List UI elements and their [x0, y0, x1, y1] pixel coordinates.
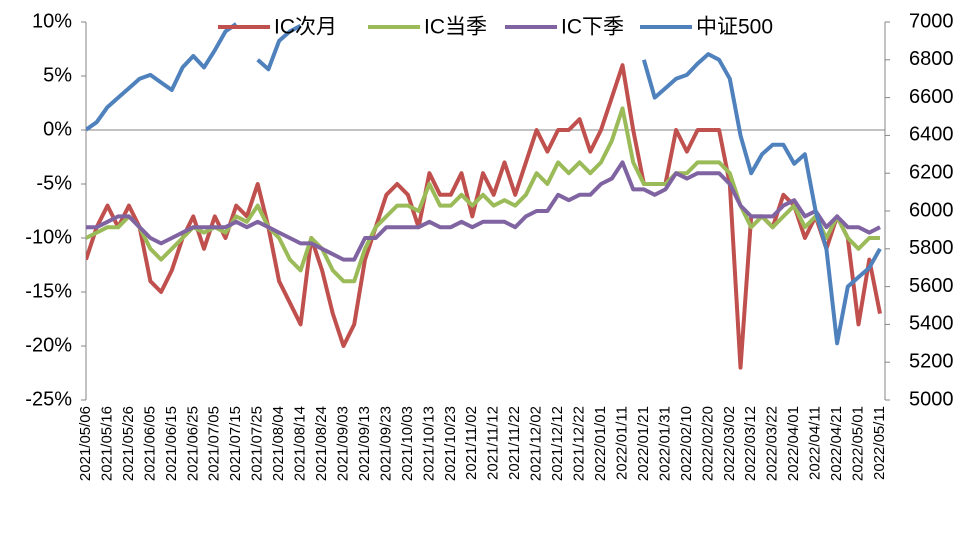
x-tick-label: 2022/04/01: [785, 406, 802, 481]
y2-tick-label: 6000: [909, 199, 954, 221]
series-line: [86, 63, 882, 370]
y-tick-label: 0%: [43, 118, 72, 140]
y2-tick-label: 6800: [909, 48, 954, 70]
y2-tick-label: 6400: [909, 124, 954, 146]
series-line: [86, 22, 238, 132]
x-tick-label: 2021/12/02: [528, 406, 545, 481]
legend-label: IC当季: [424, 16, 487, 39]
x-tick-label: 2021/08/04: [270, 406, 287, 481]
series-line: [86, 106, 880, 284]
x-tick-label: 2021/12/22: [571, 406, 588, 481]
x-tick-label: 2021/07/05: [206, 406, 223, 481]
x-tick-label: 2022/02/20: [699, 406, 716, 481]
x-tick-label: 2021/08/24: [313, 406, 330, 481]
x-tick-label: 2021/11/22: [506, 406, 523, 480]
y-tick-label: -5%: [36, 172, 72, 194]
x-tick-label: 2021/10/03: [399, 406, 416, 481]
x-tick-label: 2022/05/01: [850, 406, 867, 481]
x-tick-label: 2021/09/13: [356, 406, 373, 481]
x-tick-label: 2021/07/25: [249, 406, 266, 481]
x-tick-label: 2022/05/11: [871, 406, 888, 480]
series-line: [641, 52, 882, 346]
x-tick-label: 2022/04/11: [807, 406, 824, 480]
y2-tick-label: 6600: [909, 86, 954, 108]
x-tick-label: 2022/01/31: [656, 406, 673, 481]
x-tick-label: 2021/11/12: [485, 406, 502, 480]
x-tick-label: 2021/10/13: [420, 406, 437, 481]
y-tick-label: -10%: [25, 226, 72, 248]
y2-tick-label: 5000: [909, 388, 954, 410]
y2-tick-label: 5400: [909, 313, 954, 335]
x-tick-label: 2021/09/03: [334, 406, 351, 481]
x-tick-label: 2022/04/21: [828, 406, 845, 481]
y2-tick-label: 7000: [909, 10, 954, 32]
x-tick-label: 2021/05/06: [77, 406, 94, 481]
legend-label: IC次月: [274, 16, 337, 39]
y-tick-label: -25%: [25, 388, 72, 410]
x-tick-label: 2021/11/02: [463, 406, 480, 480]
y2-tick-label: 5800: [909, 237, 954, 259]
x-tick-label: 2021/06/05: [141, 406, 158, 481]
y-tick-label: 10%: [32, 10, 72, 32]
y-tick-label: -20%: [25, 334, 72, 356]
x-tick-label: 2022/03/22: [764, 406, 781, 481]
x-tick-label: 2021/10/23: [442, 406, 459, 481]
x-tick-label: 2022/01/11: [613, 406, 630, 480]
y2-tick-label: 5200: [909, 350, 954, 372]
x-tick-label: 2022/01/01: [592, 406, 609, 481]
y-tick-label: 5%: [43, 64, 72, 86]
x-tick-label: 2022/02/10: [678, 406, 695, 481]
x-tick-label: 2022/03/02: [721, 406, 738, 481]
x-tick-label: 2021/09/23: [377, 406, 394, 481]
x-tick-label: 2022/03/12: [742, 406, 759, 481]
y-tick-label: -15%: [25, 280, 72, 302]
x-tick-label: 2021/05/26: [120, 406, 137, 481]
y2-tick-label: 5600: [909, 275, 954, 297]
series-line: [86, 160, 881, 262]
x-tick-label: 2021/12/12: [549, 406, 566, 481]
x-tick-label: 2022/01/21: [635, 406, 652, 481]
x-tick-label: 2021/05/16: [98, 406, 115, 481]
x-tick-label: 2021/06/15: [163, 406, 180, 481]
legend-label: 中证500: [696, 16, 773, 39]
y2-tick-label: 6200: [909, 161, 954, 183]
x-tick-label: 2021/06/25: [184, 406, 201, 481]
series-line: [256, 24, 302, 72]
x-tick-label: 2021/08/14: [292, 406, 309, 481]
x-tick-label: 2021/07/15: [227, 406, 244, 481]
legend-label: IC下季: [561, 16, 624, 39]
